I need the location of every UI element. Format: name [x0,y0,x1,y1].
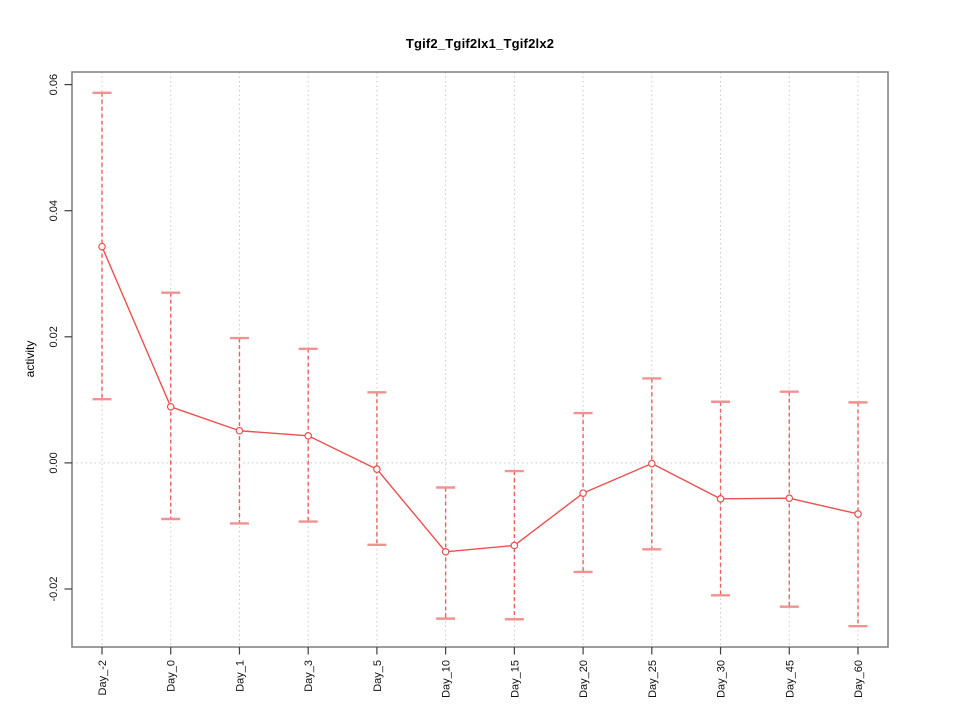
y-tick-label: 0.00 [48,452,60,473]
x-tick-label: Day_60 [853,660,865,698]
data-point-marker [510,541,519,550]
x-tick-label: Day_30 [716,660,728,698]
x-tick-label: Day_45 [784,660,796,698]
data-point-marker [716,495,725,503]
x-tick-label: Day_20 [578,660,590,698]
x-tick-label: Day_0 [166,660,178,692]
x-tick-label: Day_25 [647,660,659,698]
data-point-marker [373,465,381,474]
x-tick-label: Day_1 [234,660,246,692]
y-tick-label: 0.02 [48,326,60,347]
chart-title: Tgif2_Tgif2lx1_Tgif2lx2 [405,36,555,51]
x-tick-label: Day_10 [441,660,453,698]
data-point-marker [648,459,656,468]
data-point-marker [166,402,175,411]
x-tick-label: Day_-2 [97,660,109,695]
y-tick-label: -0.02 [48,576,60,601]
y-tick-label: 0.06 [48,74,60,95]
data-point-marker [441,547,450,556]
data-point-marker [785,494,794,503]
plot-frame [71,71,889,648]
data-point-marker [235,426,244,435]
data-point-marker [579,489,587,497]
x-tick-label: Day_3 [303,660,315,692]
data-point-marker [854,510,862,518]
y-tick-label: 0.04 [48,200,60,221]
data-point-marker [98,242,106,251]
x-tick-label: Day_5 [372,660,384,692]
data-point-marker [304,431,312,440]
x-tick-label: Day_15 [509,660,521,698]
series-line [101,246,859,553]
